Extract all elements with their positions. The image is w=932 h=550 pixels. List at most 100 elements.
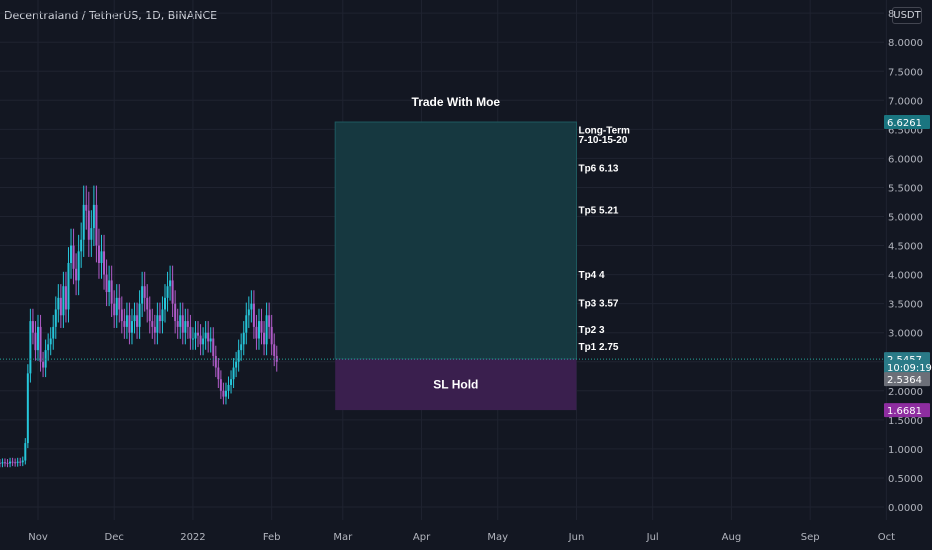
- target-label: Tp3 3.57: [578, 299, 618, 310]
- candle: [148, 296, 151, 334]
- candle: [54, 296, 57, 339]
- candle-body: [148, 309, 151, 322]
- candle: [268, 302, 271, 339]
- target-label: 7-10-15-20: [578, 135, 627, 146]
- candle: [197, 321, 200, 348]
- candle-body: [108, 280, 111, 293]
- y-tick-label: 4.5000: [888, 242, 923, 253]
- candle: [184, 308, 187, 345]
- candle: [29, 308, 32, 383]
- candle: [67, 247, 70, 323]
- candle: [158, 302, 161, 334]
- y-tick-label: 1.0000: [888, 445, 923, 456]
- candle-body: [70, 245, 73, 263]
- candle-body: [202, 338, 205, 345]
- candle-body: [184, 321, 187, 333]
- candle: [212, 327, 215, 367]
- candle: [240, 333, 243, 361]
- candle-body: [164, 297, 166, 310]
- candle: [64, 271, 67, 323]
- candle-body: [174, 303, 177, 322]
- candle-body: [224, 390, 227, 397]
- candle: [70, 228, 73, 279]
- candle: [105, 259, 108, 307]
- candle-body: [186, 321, 189, 327]
- candle: [186, 308, 189, 339]
- candle: [189, 314, 192, 350]
- y-tick-label: 3.5000: [888, 300, 923, 311]
- candle-body: [6, 462, 9, 464]
- candle: [113, 290, 116, 328]
- candle-body: [143, 286, 146, 298]
- candle: [222, 382, 225, 405]
- x-tick-label: Feb: [263, 532, 281, 543]
- candle: [108, 265, 111, 307]
- candle: [247, 296, 250, 328]
- candle-body: [227, 384, 230, 391]
- candle: [128, 302, 131, 345]
- candle: [207, 321, 210, 353]
- candle-body: [199, 335, 202, 345]
- candle-body: [82, 204, 85, 240]
- candle: [118, 284, 121, 323]
- candle-body: [21, 460, 24, 463]
- stop-loss-zone: [335, 359, 577, 411]
- candle: [77, 234, 80, 296]
- candle: [141, 271, 144, 318]
- candle-body: [123, 321, 126, 327]
- candle: [21, 456, 24, 467]
- candle-body: [197, 332, 200, 336]
- candle-body: [204, 332, 207, 339]
- price-badge: 6.6261: [884, 115, 930, 130]
- candle-body: [95, 204, 98, 246]
- candle-body: [156, 315, 159, 333]
- y-tick-label: 5.5000: [888, 183, 923, 194]
- candle-body: [9, 461, 12, 464]
- candle-body: [97, 245, 100, 263]
- candle: [164, 284, 166, 323]
- candle: [257, 308, 260, 350]
- candle: [44, 339, 47, 378]
- candle: [209, 327, 212, 353]
- candle: [115, 284, 118, 328]
- candle-body: [237, 350, 240, 362]
- candle-body: [268, 315, 271, 327]
- candle: [92, 185, 95, 247]
- x-tick-label: Mar: [333, 532, 353, 543]
- candle-body: [136, 315, 139, 327]
- candle-body: [62, 286, 65, 316]
- candle: [34, 321, 37, 361]
- candle: [3, 458, 6, 467]
- candle: [237, 339, 240, 372]
- candle-body: [181, 315, 184, 333]
- candle: [156, 302, 159, 345]
- candle: [263, 321, 266, 356]
- candle-body: [64, 286, 67, 310]
- candle: [181, 302, 184, 345]
- candle-body: [245, 315, 248, 333]
- currency-selector[interactable]: USDT: [892, 7, 922, 24]
- candle-body: [263, 332, 266, 345]
- candle-body: [125, 315, 128, 327]
- candle-body: [3, 462, 6, 464]
- candle: [138, 290, 141, 339]
- candle: [174, 290, 177, 334]
- candle: [59, 284, 62, 328]
- candle-body: [255, 326, 258, 339]
- candle: [37, 314, 39, 361]
- candle: [52, 314, 55, 350]
- candle: [100, 234, 103, 279]
- candle-body: [34, 332, 37, 351]
- candle: [14, 458, 17, 467]
- candle-body: [260, 321, 263, 333]
- candle: [199, 324, 202, 356]
- candle-body: [14, 462, 17, 464]
- price-badge-bg: [884, 359, 930, 374]
- price-badge-bg: [884, 403, 930, 418]
- candle-body: [120, 309, 123, 322]
- candle-body: [232, 367, 235, 380]
- candle: [224, 382, 227, 405]
- stop-loss-label: SL Hold: [433, 378, 478, 392]
- candle: [125, 302, 128, 339]
